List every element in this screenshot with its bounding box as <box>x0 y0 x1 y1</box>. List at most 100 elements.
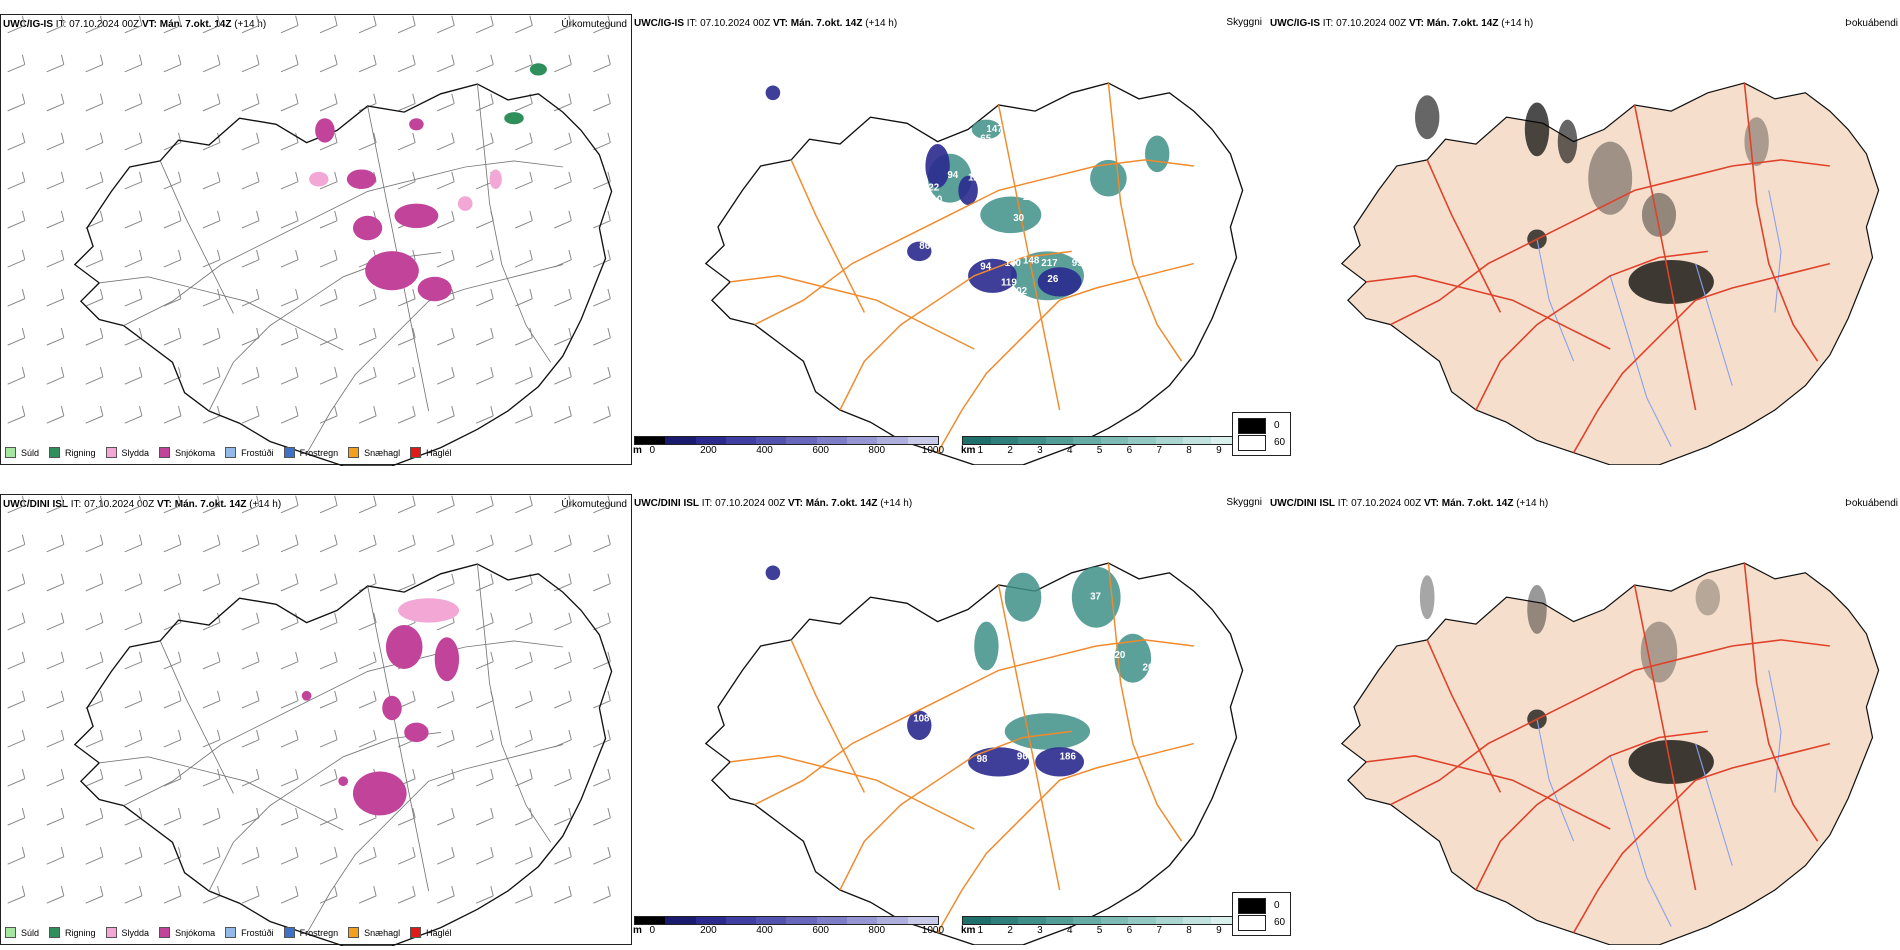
precip-legend: Súld Rigning Slydda Snjókoma Frostúði Frostre… <box>5 927 452 938</box>
colorbar-tick-label: 400 <box>756 925 773 936</box>
snow-depth-label: 20 <box>1115 650 1126 661</box>
colorbar-tick-label: 2 <box>1007 445 1013 456</box>
wind-barb <box>358 366 377 385</box>
river-line <box>1609 275 1672 447</box>
wind-barb <box>124 768 143 787</box>
wind-barb <box>241 886 260 904</box>
wind-barb <box>319 288 338 307</box>
colorbar-segment <box>1210 917 1239 924</box>
wind-barb <box>593 846 611 865</box>
road-line <box>208 731 441 892</box>
legend-swatch <box>49 447 61 458</box>
legend-label: Snæhagl <box>364 447 401 458</box>
snow-depth-colorbar: m 0 200 400 600 800 1000 <box>633 436 944 457</box>
wind-barb <box>241 729 260 748</box>
legend-swatch <box>410 447 422 458</box>
road-line <box>730 275 975 350</box>
colorbar-tick-label: 5 <box>1096 925 1103 936</box>
wind-barb <box>319 54 338 73</box>
snow-depth-label: 37 <box>1090 592 1101 603</box>
wind-barb <box>319 327 338 346</box>
legend-swatch <box>105 927 117 938</box>
precip-areas <box>301 598 460 816</box>
wind-barb <box>593 768 611 787</box>
wind-barb <box>124 171 143 190</box>
fog-area <box>1744 117 1769 166</box>
road-network <box>730 562 1194 934</box>
wind-barb <box>163 249 182 268</box>
wind-barb <box>436 327 455 346</box>
wind-barb <box>7 366 26 385</box>
wind-barb <box>163 210 182 229</box>
visibility-area <box>1004 572 1042 622</box>
snow-depth-label: 148 <box>1023 256 1040 267</box>
wind-barb <box>358 573 377 592</box>
wind-barb <box>163 288 182 307</box>
wind-barb <box>46 846 65 865</box>
wind-barb <box>593 327 611 346</box>
wind-barb <box>515 729 533 748</box>
road-line <box>1475 730 1708 891</box>
legend-item: Snæhagl <box>348 447 400 458</box>
road-line <box>790 639 866 793</box>
wind-barb <box>241 15 260 34</box>
wind-barb <box>593 171 611 190</box>
snow-depth-area <box>907 241 932 262</box>
wind-barb <box>46 406 65 424</box>
fog-legend-row: 0 <box>1238 897 1285 914</box>
wind-barb <box>46 210 65 229</box>
colorbar-segment <box>963 917 991 924</box>
colorbar-tick-label: 1000 <box>921 925 945 936</box>
wind-barb <box>163 690 182 709</box>
colorbar-segment <box>877 437 908 444</box>
wind-barbs <box>7 495 611 904</box>
fog-legend-swatch <box>1238 914 1266 931</box>
fog-legend: 0 60 <box>1232 412 1292 456</box>
wind-barb <box>124 288 143 307</box>
precip-area <box>398 598 460 623</box>
visibility-area <box>1090 159 1127 197</box>
wind-barb <box>241 846 260 865</box>
wind-barb <box>124 327 143 346</box>
wind-barb <box>163 495 182 514</box>
wind-barb <box>319 534 338 553</box>
wind-barb <box>280 768 299 787</box>
colorbar-segment <box>665 437 696 444</box>
snow-depth-label: 26 <box>1047 274 1058 285</box>
wind-barb <box>593 729 611 748</box>
road-line <box>367 585 430 892</box>
wind-barb <box>554 327 572 346</box>
wind-barb <box>280 54 299 73</box>
wind-barb <box>397 846 416 865</box>
wind-barb <box>358 729 377 748</box>
wind-barb <box>46 327 65 346</box>
fog-legend-swatch <box>1238 434 1266 451</box>
colorbar-segment <box>665 917 696 924</box>
wind-barb <box>241 651 260 670</box>
wind-barb <box>46 612 65 631</box>
snow-depth-label: 147 <box>986 124 1002 135</box>
wind-barb <box>202 327 221 346</box>
wind-barb <box>202 573 221 592</box>
legend-swatch <box>348 447 360 458</box>
wind-barb <box>124 366 143 385</box>
wind-barb <box>202 288 221 307</box>
legend-swatch <box>225 927 237 938</box>
legend-swatch <box>225 447 237 458</box>
snow-depth-colorbar: m 0 200 400 600 800 1000 <box>633 916 944 937</box>
precip-map-canvas <box>7 495 613 946</box>
precip-area <box>352 771 407 816</box>
precip-area <box>338 776 349 787</box>
wind-barb <box>85 406 104 424</box>
colorbar-segment <box>1183 917 1211 924</box>
wind-barb <box>515 15 533 34</box>
river-line <box>1695 263 1733 386</box>
wind-barb <box>163 768 182 787</box>
wind-barb <box>202 768 221 787</box>
legend-item: Slydda <box>105 447 149 458</box>
wind-barb <box>124 886 143 904</box>
colorbar-segment <box>877 917 908 924</box>
colorbar-tick-label: 0 <box>649 925 656 936</box>
wind-barb <box>358 495 377 514</box>
